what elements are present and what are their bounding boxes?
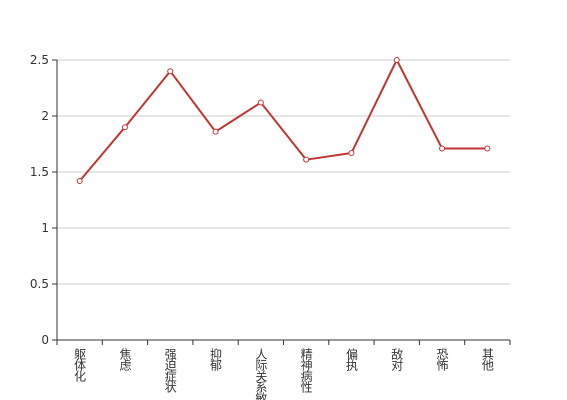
point [121,124,128,131]
x-tick-label: 人际关系敏感 [254,348,268,400]
x-tick-label: 恐怖 [435,348,449,371]
y-tick-label: 2 [41,109,49,123]
y-tick-label: 0.5 [30,277,49,291]
x-tick-label: 焦虑 [118,348,132,371]
x-tick-label: 精神病性 [299,348,313,394]
line [78,59,488,182]
x-tick-label: 强迫症状 [163,348,177,393]
x-tick-label: 躯体化 [73,347,87,383]
point [257,99,264,106]
x-tick-label: 抑郁 [209,347,223,372]
point [439,145,446,152]
point [212,128,219,135]
point [76,177,83,184]
y-tick-label: 1 [41,221,49,235]
x-tick-label: 敌对 [390,347,404,371]
y-tick-label: 1.5 [30,165,49,179]
x-tick-label: 偏执 [344,347,358,372]
point [167,68,174,75]
point [303,156,310,163]
y-tick-label: 0 [41,333,49,347]
point [393,57,400,63]
x-tick-label: 其他 [480,348,494,371]
point [484,145,491,152]
point [348,149,355,156]
y-tick-label: 2.5 [30,53,49,67]
